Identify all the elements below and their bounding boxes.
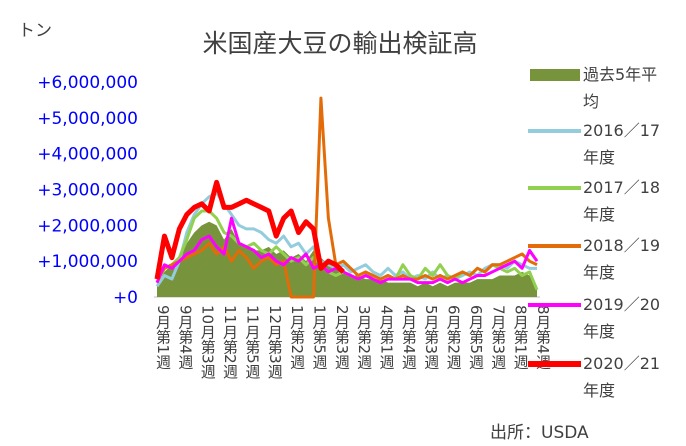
- x-tick-label: 8月第1週: [512, 305, 530, 370]
- area: [157, 221, 537, 297]
- y-tick-label: +5,000,000: [37, 109, 138, 129]
- x-tick-label: 7月第3週: [489, 305, 507, 370]
- x-tick-label: 4月第4週: [400, 305, 418, 370]
- y-tick-label: +3,000,000: [37, 181, 138, 201]
- x-tick-label: 9月第1週: [154, 305, 172, 370]
- x-tick-label: 4月第1週: [378, 305, 396, 370]
- line: [154, 179, 346, 280]
- legend-label: 過去5年平均: [583, 65, 658, 111]
- x-tick-label: 11月第5週: [243, 305, 261, 380]
- legend-label: 2020／21年度: [583, 354, 661, 400]
- x-tick-label: 12月第3週: [266, 305, 284, 380]
- legend-label: 2018／19年度: [583, 236, 661, 282]
- x-tick-label: 6月第5週: [467, 305, 485, 370]
- legend-label: 2017／18年度: [583, 178, 661, 224]
- y-tick-label: +4,000,000: [37, 145, 138, 165]
- unit-label: トン: [18, 21, 52, 41]
- chart-title: 米国産大豆の輸出検証高: [202, 29, 477, 58]
- x-tick-label: 10月第3週: [199, 305, 217, 380]
- y-tick-label: +2,000,000: [37, 216, 138, 236]
- legend-swatch: [530, 69, 580, 81]
- legend-label: 2019／20年度: [583, 295, 661, 341]
- y-tick-label: +1,000,000: [37, 252, 138, 272]
- x-tick-label: 1月第2週: [288, 305, 306, 370]
- source: 出所：USDA: [490, 423, 589, 443]
- y-tick-label: +6,000,000: [37, 73, 138, 93]
- x-tick-label: 2月第3週: [333, 305, 351, 370]
- legend-label: 2016／17年度: [583, 121, 661, 167]
- x-tick-label: 3月第2週: [355, 305, 373, 370]
- x-tick-label: 5月第3週: [422, 305, 440, 370]
- x-tick-label: 9月第4週: [176, 305, 194, 370]
- x-tick-label: 6月第2週: [445, 305, 463, 370]
- y-tick-label: +0: [113, 288, 138, 308]
- x-tick-label: 11月第2週: [221, 305, 239, 380]
- x-tick-label: 8月第4週: [534, 305, 552, 370]
- line: [155, 216, 539, 285]
- x-tick-label: 1月第5週: [310, 305, 328, 370]
